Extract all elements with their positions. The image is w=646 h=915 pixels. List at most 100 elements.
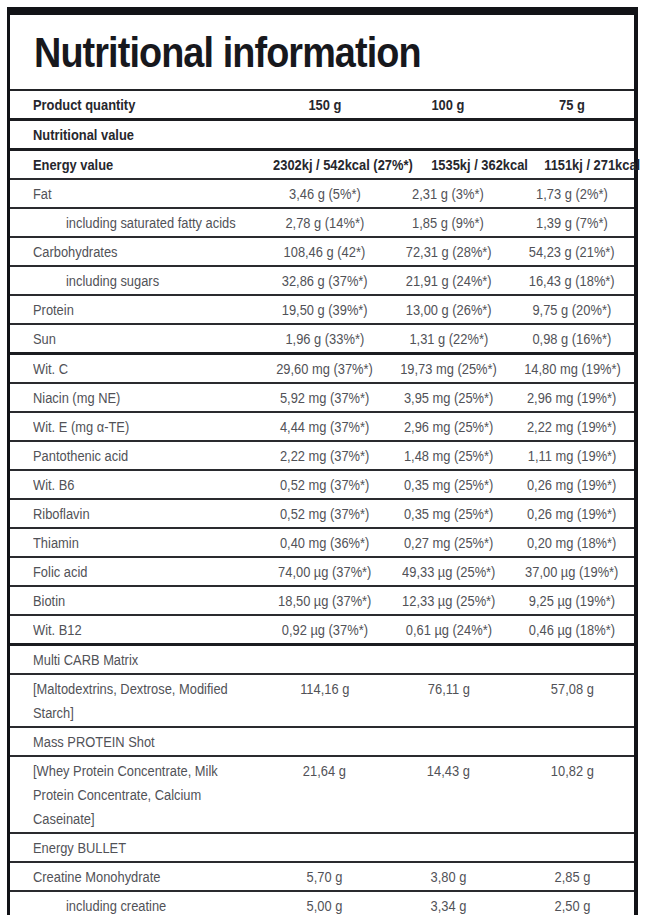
row-label: [Maltodextrins, Dextrose, Modified Starc… (10, 675, 263, 726)
row-value-100g: 21,91 g (24%*) (386, 267, 510, 294)
table-row: Wit. B12 0,92 µg (37%*) 0,61 µg (24%*) 0… (10, 616, 634, 646)
table-row: Pantothenic acid 2,22 mg (37%*) 1,48 mg … (10, 442, 634, 471)
table-row: Wit. C 29,60 mg (37%*) 19,73 mg (25%*) 1… (10, 355, 634, 384)
row-value-150g: 18,50 µg (37%*) (263, 587, 387, 614)
row-value-75g: 9,75 g (20%*) (510, 296, 634, 323)
row-value-75g: 2,22 mg (19%*) (510, 413, 634, 440)
row-value-150g: 4,44 mg (37%*) (263, 413, 387, 440)
row-value-100g: 3,34 g (386, 892, 510, 915)
row-value-75g: 14,80 mg (19%*) (510, 355, 634, 382)
table-row: Protein 19,50 g (39%*) 13,00 g (26%*) 9,… (10, 296, 634, 325)
table-row: Carbohydrates 108,46 g (42*) 72,31 g (28… (10, 238, 634, 267)
table-row: including creatine 5,00 g 3,34 g 2,50 g (10, 892, 634, 915)
table-row: [Whey Protein Concentrate, Milk Protein … (10, 757, 634, 834)
table-row: Energy BULLET (10, 834, 634, 863)
row-value-75g: 1151kj / 271kcal (536, 151, 646, 178)
row-label: Product quantity (10, 91, 263, 118)
row-label: Wit. B12 (10, 616, 263, 643)
row-label: Thiamin (10, 529, 263, 556)
row-label: Riboflavin (10, 500, 263, 527)
table-row: including saturated fatty acids 2,78 g (… (10, 209, 634, 238)
page-title: Nutritional information (34, 31, 421, 75)
row-value-100g: 49,33 µg (25%*) (386, 558, 510, 585)
row-value-150g: 150 g (263, 91, 387, 118)
row-value-150g: 3,46 g (5%*) (263, 180, 387, 207)
table-row: Wit. B6 0,52 mg (37%*) 0,35 mg (25%*) 0,… (10, 471, 634, 500)
row-value-150g: 74,00 µg (37%*) (263, 558, 387, 585)
table-row: Nutritional value (10, 121, 634, 151)
table-row: Product quantity 150 g 100 g 75 g (10, 91, 634, 121)
row-label: Wit. C (10, 355, 263, 382)
row-value-150g: 2302kj / 542kcal (27%*) (263, 151, 423, 178)
row-value-100g: 76,11 g (386, 675, 510, 702)
row-label: including sugars (10, 267, 263, 294)
row-label: Folic acid (10, 558, 263, 585)
row-value-75g: 0,20 mg (18%*) (510, 529, 634, 556)
row-value-150g: 19,50 g (39%*) (263, 296, 387, 323)
row-value-75g: 10,82 g (510, 757, 634, 784)
row-value-150g: 0,92 µg (37%*) (263, 616, 387, 643)
row-value-100g: 0,35 mg (25%*) (386, 471, 510, 498)
row-value-75g: 16,43 g (18%*) (510, 267, 634, 294)
row-value-75g: 0,26 mg (19%*) (510, 471, 634, 498)
row-value-75g: 57,08 g (510, 675, 634, 702)
row-value-100g: 19,73 mg (25%*) (386, 355, 510, 382)
row-label: Energy value (10, 151, 263, 178)
table-row: Mass PROTEIN Shot (10, 728, 634, 757)
row-value-75g: 54,23 g (21%*) (510, 238, 634, 265)
row-value-100g: 2,31 g (3%*) (386, 180, 510, 207)
row-value-100g: 13,00 g (26%*) (386, 296, 510, 323)
table-row: Wit. E (mg α-TE) 4,44 mg (37%*) 2,96 mg … (10, 413, 634, 442)
row-label: Nutritional value (10, 121, 634, 148)
row-value-75g: 0,46 µg (18%*) (510, 616, 634, 643)
panel-header: Nutritional information (10, 15, 634, 91)
row-value-100g: 12,33 µg (25%*) (386, 587, 510, 614)
row-value-100g: 2,96 mg (25%*) (386, 413, 510, 440)
table-row: Thiamin 0,40 mg (36%*) 0,27 mg (25%*) 0,… (10, 529, 634, 558)
row-value-100g: 1,48 mg (25%*) (386, 442, 510, 469)
table-row: Riboflavin 0,52 mg (37%*) 0,35 mg (25%*)… (10, 500, 634, 529)
row-value-150g: 29,60 mg (37%*) (263, 355, 387, 382)
row-value-100g: 0,61 µg (24%*) (386, 616, 510, 643)
table-row: Niacin (mg NE) 5,92 mg (37%*) 3,95 mg (2… (10, 384, 634, 413)
row-value-75g: 37,00 µg (19%*) (510, 558, 634, 585)
table-row: Energy value 2302kj / 542kcal (27%*) 153… (10, 151, 634, 180)
row-label: including creatine (10, 892, 263, 915)
row-value-150g: 0,40 mg (36%*) (263, 529, 387, 556)
row-value-150g: 5,92 mg (37%*) (263, 384, 387, 411)
row-value-150g: 5,70 g (263, 863, 387, 890)
row-value-75g: 2,96 mg (19%*) (510, 384, 634, 411)
row-label: Multi CARB Matrix (10, 646, 634, 673)
nutrition-table: Product quantity 150 g 100 g 75 g Nutrit… (10, 91, 634, 915)
table-row: Fat 3,46 g (5%*) 2,31 g (3%*) 1,73 g (2%… (10, 180, 634, 209)
table-row: Biotin 18,50 µg (37%*) 12,33 µg (25%*) 9… (10, 587, 634, 616)
row-value-75g: 0,98 g (16%*) (510, 325, 634, 352)
row-value-100g: 14,43 g (386, 757, 510, 784)
table-row: Creatine Monohydrate 5,70 g 3,80 g 2,85 … (10, 863, 634, 892)
row-value-100g: 1535kj / 362kcal (423, 151, 536, 178)
row-label: [Whey Protein Concentrate, Milk Protein … (10, 757, 263, 832)
row-label: Wit. B6 (10, 471, 263, 498)
row-value-100g: 72,31 g (28%*) (386, 238, 510, 265)
row-value-150g: 0,52 mg (37%*) (263, 471, 387, 498)
row-label: Fat (10, 180, 263, 207)
row-value-75g: 1,39 g (7%*) (510, 209, 634, 236)
table-row: including sugars 32,86 g (37%*) 21,91 g … (10, 267, 634, 296)
table-row: [Maltodextrins, Dextrose, Modified Starc… (10, 675, 634, 728)
row-value-150g: 5,00 g (263, 892, 387, 915)
row-value-75g: 9,25 µg (19%*) (510, 587, 634, 614)
row-value-150g: 108,46 g (42*) (263, 238, 387, 265)
row-label: Sun (10, 325, 263, 352)
row-label: Niacin (mg NE) (10, 384, 263, 411)
nutrition-facts-panel: Nutritional information Product quantity… (7, 7, 638, 915)
row-value-100g: 1,31 g (22%*) (386, 325, 510, 352)
row-value-100g: 0,27 mg (25%*) (386, 529, 510, 556)
row-label: Protein (10, 296, 263, 323)
row-value-100g: 3,95 mg (25%*) (386, 384, 510, 411)
table-row: Multi CARB Matrix (10, 646, 634, 675)
row-value-150g: 2,22 mg (37%*) (263, 442, 387, 469)
table-row: Folic acid 74,00 µg (37%*) 49,33 µg (25%… (10, 558, 634, 587)
row-value-150g: 0,52 mg (37%*) (263, 500, 387, 527)
row-label: including saturated fatty acids (10, 209, 263, 236)
row-value-75g: 1,11 mg (19%*) (510, 442, 634, 469)
